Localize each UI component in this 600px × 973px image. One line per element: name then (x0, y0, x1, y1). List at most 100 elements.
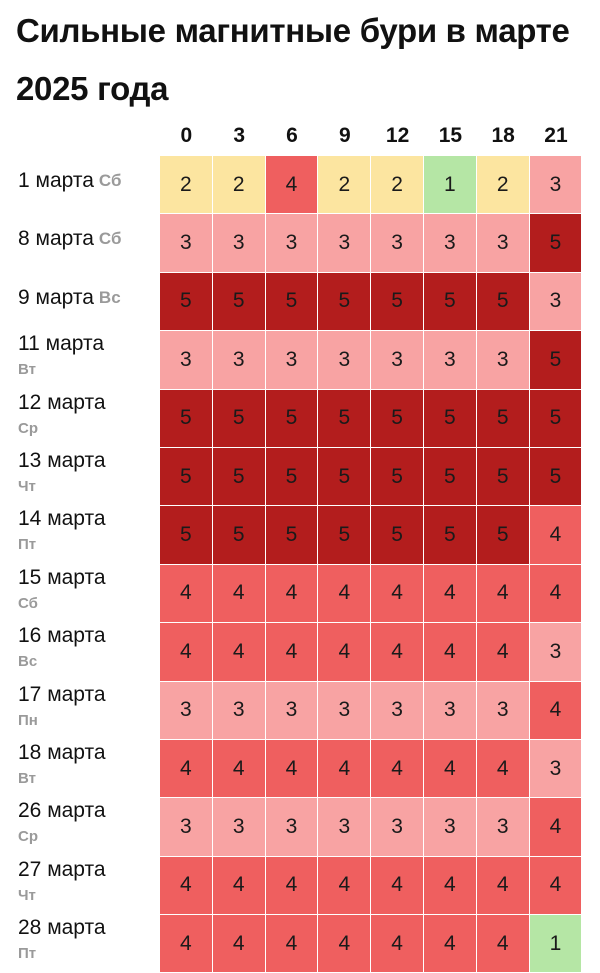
kp-cell: 4 (529, 856, 582, 915)
table-row: 16 марта Вс 4 4 4 4 4 4 4 3 (0, 623, 600, 681)
kp-cell: 5 (212, 389, 265, 447)
table-row: 1 марта Сб 2 2 4 2 2 1 2 3 (0, 156, 600, 214)
weekday-label: Сб (98, 171, 122, 190)
table-row: 15 марта Сб 4 4 4 4 4 4 4 4 (0, 564, 600, 623)
row-label: 28 марта Пт (18, 915, 163, 973)
kp-cell: 4 (265, 915, 318, 973)
row-label: 9 марта Вс (18, 273, 163, 323)
date-label: 28 марта (18, 916, 106, 940)
weekday-label: Чт (18, 886, 36, 904)
kp-cell: 4 (423, 623, 476, 681)
kp-cell: 1 (423, 156, 476, 214)
kp-cell: 4 (423, 564, 476, 623)
page-title: Сильные магнитные бури в марте 2025 года (16, 12, 570, 107)
date-label: 14 марта (18, 507, 106, 531)
kp-cell: 4 (265, 739, 318, 798)
kp-cell: 4 (318, 856, 371, 915)
kp-cell: 4 (318, 915, 371, 973)
row-label: 16 марта Вс (18, 623, 163, 681)
table-row: 11 марта Вт 3 3 3 3 3 3 3 5 (0, 331, 600, 389)
kp-cell: 3 (423, 214, 476, 272)
kp-cell: 5 (371, 389, 423, 447)
kp-cell: 3 (160, 331, 212, 389)
table-row: 28 марта Пт 4 4 4 4 4 4 4 1 (0, 915, 600, 973)
date-label: 12 марта (18, 390, 106, 414)
table-row: 8 марта Сб 3 3 3 3 3 3 3 5 (0, 214, 600, 272)
kp-cell: 4 (212, 623, 265, 681)
weekday-label: Ср (18, 828, 38, 846)
kp-cell: 3 (476, 214, 529, 272)
kp-cell: 3 (265, 214, 318, 272)
kp-cell: 5 (371, 272, 423, 331)
kp-cell: 4 (160, 564, 212, 623)
kp-cell: 5 (160, 389, 212, 447)
date-label: 26 марта (18, 799, 106, 823)
hour-header: 12 (385, 124, 410, 147)
kp-cell: 4 (318, 623, 371, 681)
hour-header: 21 (544, 124, 568, 147)
kp-cell: 3 (476, 798, 529, 856)
weekday-label: Вс (98, 287, 121, 307)
kp-cell: 4 (212, 739, 265, 798)
date-label: 1 марта (18, 169, 94, 192)
row-label: 14 марта Пт (18, 506, 163, 564)
hour-header-row: 0 3 6 9 12 15 18 21 (160, 118, 582, 154)
row-label: 12 марта Ср (18, 390, 163, 448)
kp-cell: 4 (160, 623, 212, 681)
kp-cell: 4 (265, 856, 318, 915)
kp-cell: 5 (423, 447, 476, 506)
kp-cell: 5 (160, 272, 212, 331)
kp-cell: 5 (160, 506, 212, 564)
kp-cell: 4 (476, 739, 529, 798)
hour-header: 18 (491, 124, 515, 147)
table-row: 13 марта Чт 5 5 5 5 5 5 5 5 (0, 447, 600, 506)
kp-cell: 3 (318, 214, 371, 272)
kp-cell: 3 (265, 681, 318, 739)
kp-cell: 4 (212, 915, 265, 973)
kp-cell: 4 (265, 156, 318, 214)
kp-cell: 4 (423, 739, 476, 798)
kp-cell: 4 (265, 623, 318, 681)
kp-cell: 3 (160, 798, 212, 856)
kp-cell: 5 (265, 447, 318, 506)
kp-cell: 4 (423, 915, 476, 973)
kp-cell: 3 (476, 331, 529, 389)
kp-cell: 3 (212, 331, 265, 389)
table-row: 9 марта Вс 5 5 5 5 5 5 5 3 (0, 272, 600, 331)
kp-cell: 3 (371, 214, 423, 272)
kp-cell: 4 (476, 564, 529, 623)
kp-cell: 3 (423, 798, 476, 856)
kp-cell: 3 (318, 681, 371, 739)
kp-cell: 4 (476, 856, 529, 915)
table-row: 27 марта Чт 4 4 4 4 4 4 4 4 (0, 856, 600, 915)
kp-cell: 5 (423, 389, 476, 447)
kp-cell: 4 (160, 739, 212, 798)
kp-cell: 5 (476, 272, 529, 331)
kp-cell: 3 (160, 681, 212, 739)
weekday-label: Вт (18, 361, 36, 379)
kp-cell: 5 (265, 506, 318, 564)
kp-cell: 5 (212, 272, 265, 331)
table-row: 18 марта Вт 4 4 4 4 4 4 4 3 (0, 739, 600, 798)
kp-index-table: 1 марта Сб 2 2 4 2 2 1 2 3 8 марта Сб 3 3 3 3 3 3 3 5 9 март… (0, 156, 600, 973)
kp-cell: 5 (212, 447, 265, 506)
date-label: 11 марта (18, 332, 105, 356)
kp-cell: 5 (476, 389, 529, 447)
weekday-label: Пн (18, 711, 38, 729)
kp-cell: 4 (160, 856, 212, 915)
kp-cell: 4 (371, 856, 423, 915)
kp-cell: 5 (265, 272, 318, 331)
row-label: 13 марта Чт (18, 448, 163, 506)
kp-cell: 2 (318, 156, 371, 214)
kp-cell: 4 (529, 681, 582, 739)
table-row: 26 марта Ср 3 3 3 3 3 3 3 4 (0, 798, 600, 856)
kp-cell: 4 (476, 915, 529, 973)
weekday-label: Сб (18, 594, 38, 612)
